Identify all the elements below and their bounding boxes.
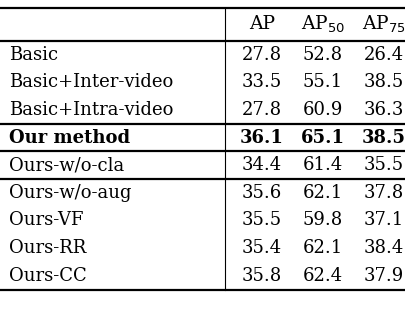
Text: AP$_{75}$: AP$_{75}$ bbox=[361, 14, 405, 35]
Text: 35.4: 35.4 bbox=[241, 239, 281, 257]
Text: 52.8: 52.8 bbox=[302, 46, 342, 64]
Text: Basic: Basic bbox=[9, 46, 58, 64]
Text: AP: AP bbox=[248, 15, 274, 33]
Text: 59.8: 59.8 bbox=[302, 211, 342, 230]
Text: 62.1: 62.1 bbox=[302, 184, 342, 202]
Text: 35.8: 35.8 bbox=[241, 267, 281, 285]
Text: 36.3: 36.3 bbox=[362, 101, 403, 119]
Text: AP$_{50}$: AP$_{50}$ bbox=[300, 14, 344, 35]
Text: 61.4: 61.4 bbox=[302, 156, 342, 174]
Text: 55.1: 55.1 bbox=[302, 73, 342, 91]
Text: 38.5: 38.5 bbox=[362, 73, 403, 91]
Text: 35.5: 35.5 bbox=[241, 211, 281, 230]
Text: Ours-VF: Ours-VF bbox=[9, 211, 83, 230]
Text: Basic+Intra-video: Basic+Intra-video bbox=[9, 101, 173, 119]
Text: 35.5: 35.5 bbox=[363, 156, 403, 174]
Text: Basic+Inter-video: Basic+Inter-video bbox=[9, 73, 173, 91]
Text: 35.6: 35.6 bbox=[241, 184, 281, 202]
Text: Ours-CC: Ours-CC bbox=[9, 267, 87, 285]
Text: 34.4: 34.4 bbox=[241, 156, 281, 174]
Text: 26.4: 26.4 bbox=[363, 46, 403, 64]
Text: 38.4: 38.4 bbox=[362, 239, 403, 257]
Text: 27.8: 27.8 bbox=[241, 46, 281, 64]
Text: Our method: Our method bbox=[9, 128, 130, 147]
Text: 62.4: 62.4 bbox=[302, 267, 342, 285]
Text: Ours-RR: Ours-RR bbox=[9, 239, 86, 257]
Text: 37.1: 37.1 bbox=[362, 211, 403, 230]
Text: 65.1: 65.1 bbox=[300, 128, 344, 147]
Text: 37.8: 37.8 bbox=[362, 184, 403, 202]
Text: 36.1: 36.1 bbox=[239, 128, 283, 147]
Text: 60.9: 60.9 bbox=[302, 101, 342, 119]
Text: Ours-w/o-aug: Ours-w/o-aug bbox=[9, 184, 131, 202]
Text: 62.1: 62.1 bbox=[302, 239, 342, 257]
Text: 37.9: 37.9 bbox=[362, 267, 403, 285]
Text: Ours-w/o-cla: Ours-w/o-cla bbox=[9, 156, 124, 174]
Text: 27.8: 27.8 bbox=[241, 101, 281, 119]
Text: 33.5: 33.5 bbox=[241, 73, 281, 91]
Text: 38.5: 38.5 bbox=[361, 128, 405, 147]
